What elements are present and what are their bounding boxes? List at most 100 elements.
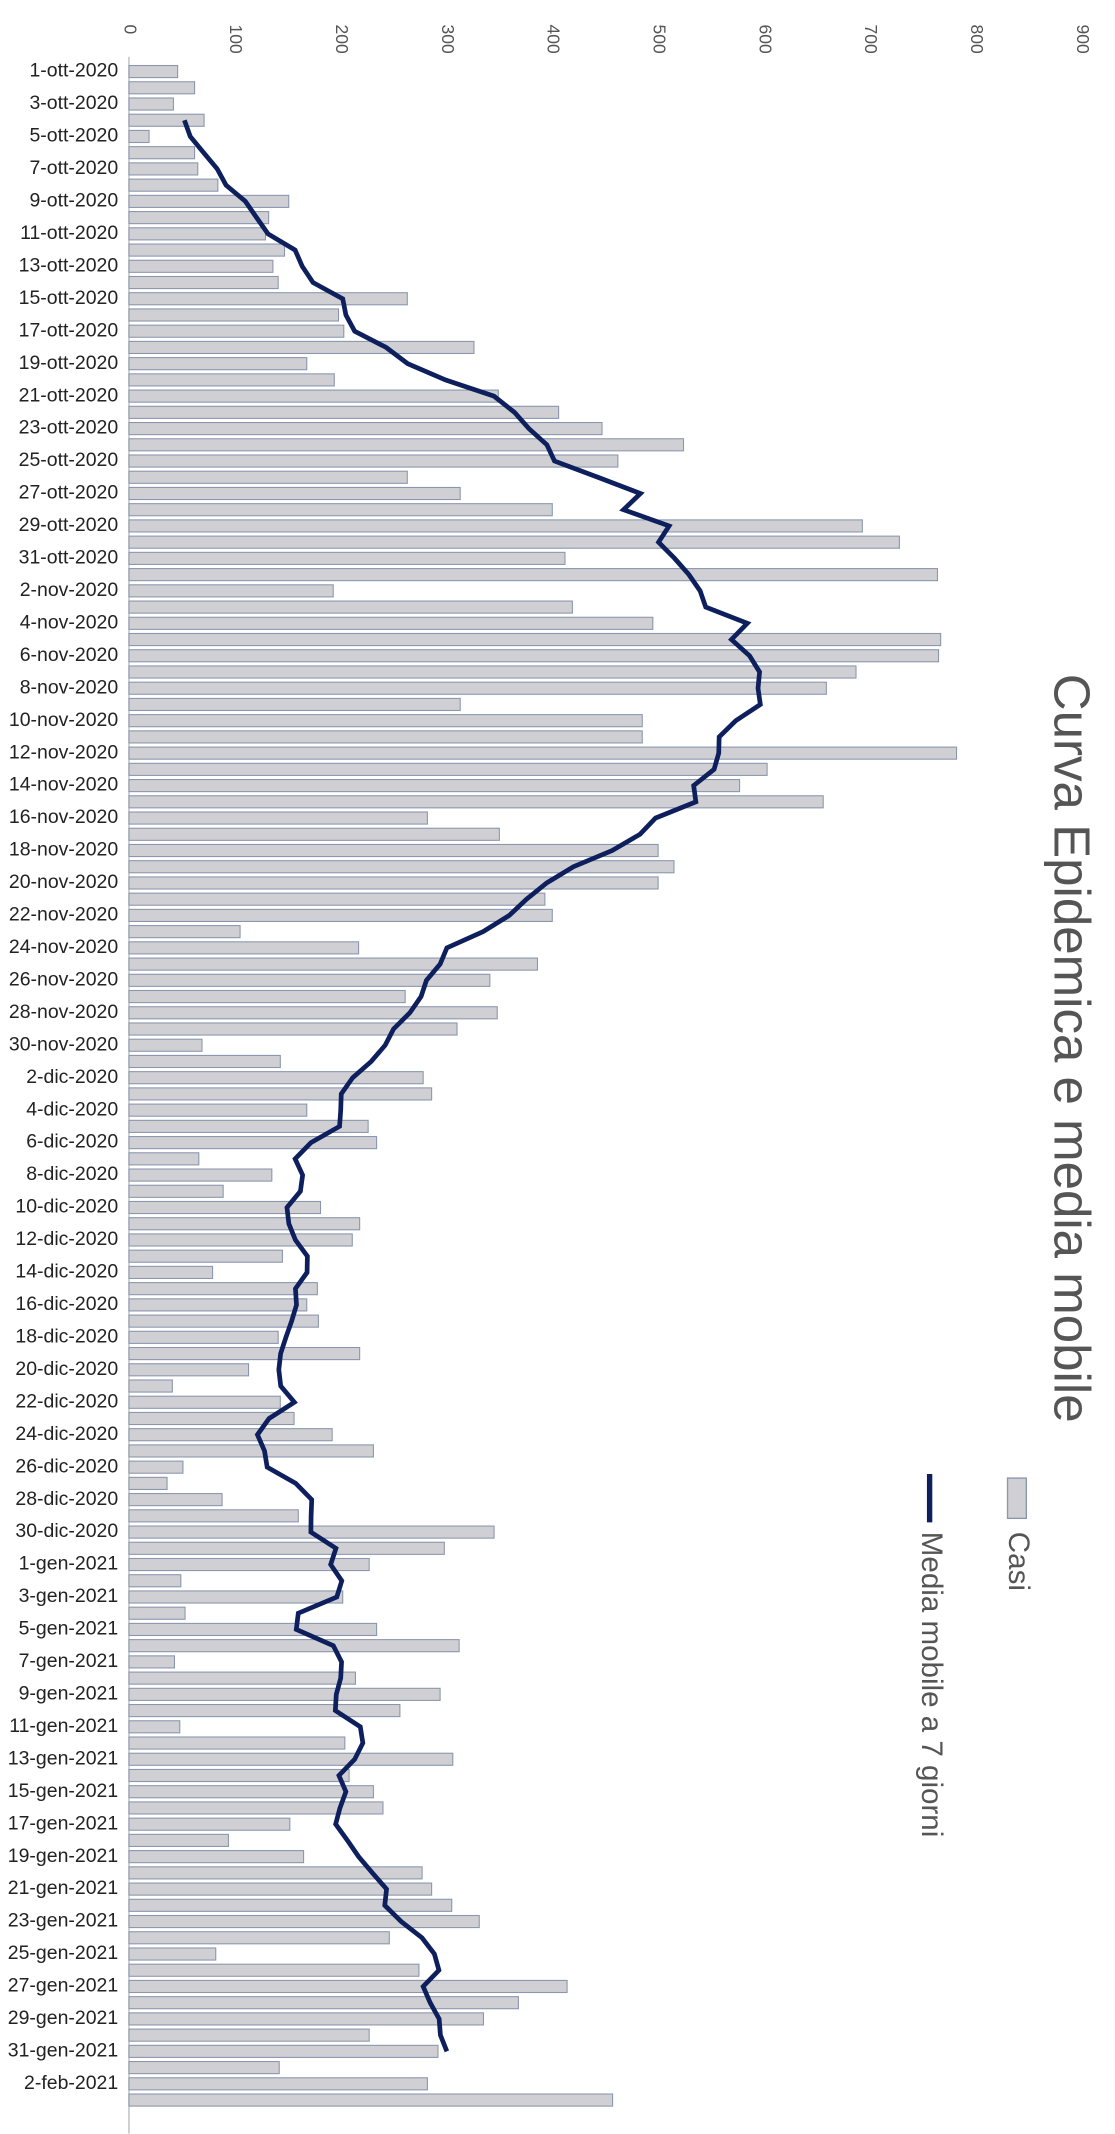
- bar: [128, 568, 939, 582]
- bar: [128, 470, 408, 484]
- bar: [128, 1119, 369, 1133]
- bar: [128, 665, 857, 679]
- bar: [128, 600, 573, 614]
- bar: [128, 1509, 299, 1523]
- bar: [128, 2093, 614, 2107]
- bar: [128, 519, 863, 533]
- y-tick-label: 23-gen-2021: [8, 1910, 118, 1932]
- y-tick-label: 25-ott-2020: [19, 449, 119, 471]
- y-tick-label: 10-nov-2020: [9, 709, 118, 731]
- y-tick-label: 13-gen-2021: [8, 1747, 118, 1769]
- y-tick-label: 1-ott-2020: [29, 60, 118, 82]
- bar: [128, 730, 643, 744]
- bar: [128, 308, 340, 322]
- bar: [128, 259, 274, 273]
- bar: [128, 1655, 176, 1669]
- y-tick-label: 8-nov-2020: [20, 676, 119, 698]
- bar: [128, 925, 241, 939]
- bar: [128, 421, 603, 436]
- bar: [128, 1054, 281, 1069]
- y-tick-label: 24-dic-2020: [15, 1423, 118, 1445]
- y-tick-label: 2-dic-2020: [26, 1066, 118, 1088]
- bar: [128, 503, 553, 517]
- bar: [128, 714, 643, 728]
- bar: [128, 1006, 498, 1020]
- bar: [128, 1736, 346, 1750]
- y-tick-label: 31-ott-2020: [19, 547, 119, 569]
- y-tick-label: 15-ott-2020: [19, 287, 119, 309]
- x-tick-label: 300: [438, 25, 458, 54]
- y-tick-label: 5-gen-2021: [19, 1618, 119, 1640]
- bar: [128, 243, 286, 257]
- bar: [128, 1817, 291, 1831]
- bar: [128, 1639, 460, 1653]
- bar: [128, 827, 500, 841]
- y-tick-label: 28-nov-2020: [9, 1001, 118, 1023]
- y-tick-label: 21-gen-2021: [8, 1877, 118, 1899]
- bar: [128, 1606, 186, 1620]
- bar: [128, 1217, 361, 1231]
- bar: [128, 1136, 378, 1150]
- bar: [128, 2044, 439, 2058]
- legend-swatch-bar: [1006, 1477, 1028, 1520]
- bar: [128, 795, 824, 809]
- bar: [128, 535, 900, 549]
- y-tick-label: 19-ott-2020: [19, 352, 119, 374]
- y-tick-label: 11-gen-2021: [9, 1715, 118, 1737]
- bar: [128, 649, 940, 663]
- bar: [128, 908, 553, 922]
- y-tick-label: 17-ott-2020: [19, 319, 119, 341]
- y-tick-label: 9-ott-2020: [29, 190, 118, 212]
- bar: [128, 1087, 433, 1101]
- bar: [128, 1152, 200, 1166]
- bar: [128, 113, 205, 127]
- bar: [128, 292, 408, 306]
- y-tick-label: 17-gen-2021: [8, 1812, 118, 1834]
- y-tick-label: 5-ott-2020: [29, 125, 118, 147]
- y-tick-label: 3-ott-2020: [29, 92, 118, 114]
- bar: [128, 1557, 370, 1572]
- bar: [128, 162, 199, 176]
- x-tick-label: 700: [861, 25, 881, 54]
- y-tick-label: 21-ott-2020: [19, 384, 119, 406]
- bar: [128, 373, 335, 387]
- bar: [128, 97, 174, 111]
- bar: [128, 2028, 370, 2042]
- x-tick-label: 500: [649, 25, 669, 54]
- bar: [128, 1200, 322, 1215]
- bar: [128, 389, 499, 403]
- bar: [128, 1785, 374, 1799]
- y-tick-label: 20-dic-2020: [15, 1358, 118, 1380]
- bar: [128, 1363, 250, 1377]
- bar: [128, 324, 345, 338]
- y-tick-label: 14-nov-2020: [9, 774, 118, 796]
- bar: [128, 1979, 568, 1994]
- y-tick-label: 7-ott-2020: [29, 157, 118, 179]
- bar: [128, 973, 491, 987]
- y-tick-label: 25-gen-2021: [8, 1942, 118, 1964]
- bar: [128, 876, 659, 890]
- y-tick-label: 10-dic-2020: [15, 1196, 118, 1218]
- y-tick-label: 29-ott-2020: [19, 514, 119, 536]
- bar: [128, 1444, 374, 1458]
- bar: [128, 357, 308, 371]
- bar: [128, 941, 360, 955]
- bar: [128, 1720, 181, 1734]
- x-tick-label: 0: [120, 25, 140, 35]
- bar: [128, 957, 538, 971]
- x-tick-label: 100: [226, 25, 246, 54]
- y-tick-label: 6-dic-2020: [26, 1131, 118, 1153]
- bar: [128, 1574, 182, 1588]
- bar: [128, 1914, 480, 1929]
- bar: [128, 129, 150, 144]
- y-tick-label: 2-nov-2020: [20, 579, 119, 601]
- bar: [128, 697, 461, 712]
- legend-label: Casi: [1002, 1532, 1035, 1591]
- y-tick-label: 22-dic-2020: [15, 1390, 118, 1412]
- bar: [128, 340, 475, 355]
- y-tick-label: 9-gen-2021: [19, 1682, 119, 1704]
- bar: [128, 1850, 305, 1864]
- bar: [128, 1947, 217, 1961]
- bar: [128, 1379, 173, 1393]
